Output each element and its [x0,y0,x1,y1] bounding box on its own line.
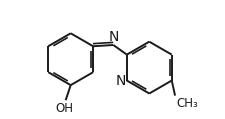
Text: OH: OH [55,102,73,115]
Text: N: N [108,30,119,44]
Text: CH₃: CH₃ [177,97,198,110]
Text: N: N [116,74,126,88]
